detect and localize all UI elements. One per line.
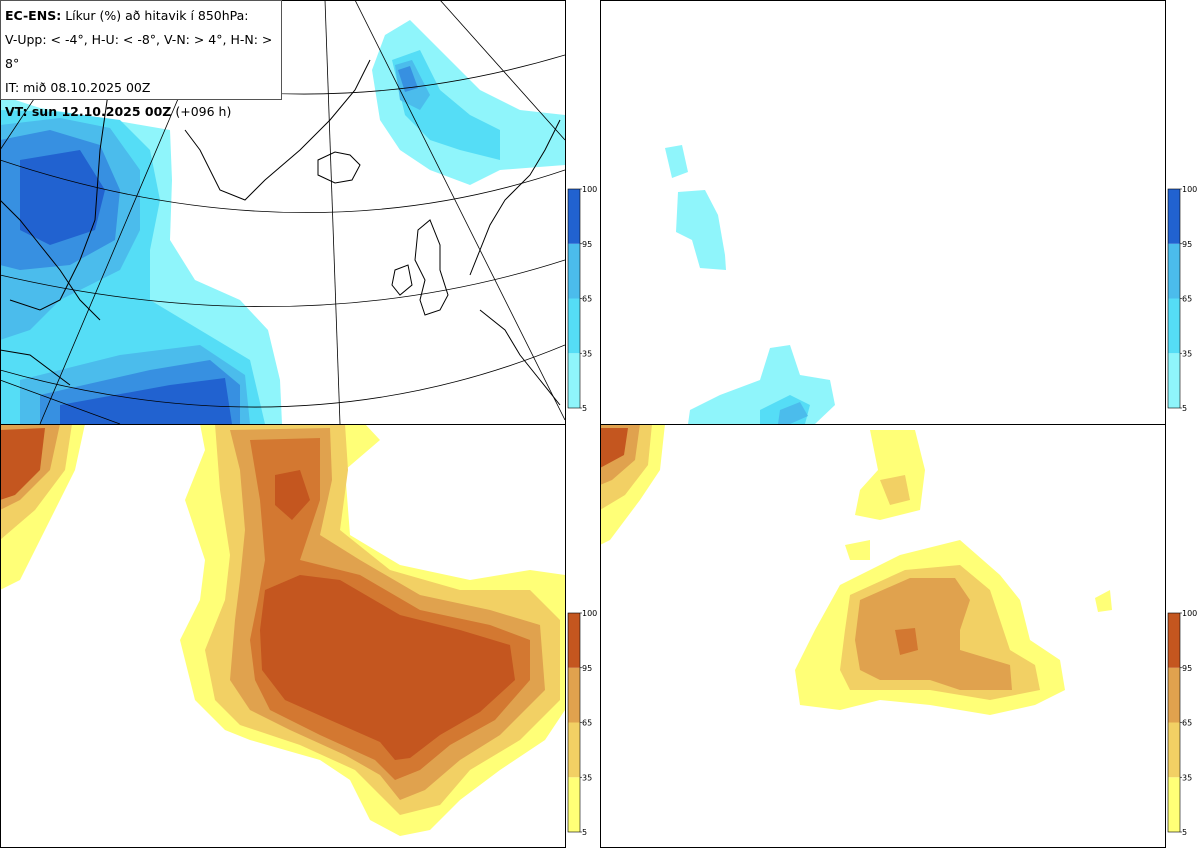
- colorbar-tick-label: 5: [1182, 404, 1187, 413]
- lead-time: (+096 h): [175, 104, 232, 119]
- legend-info-box: EC-ENS: Líkur (%) að hitavik í 850hPa: V…: [0, 0, 282, 119]
- colorbar-tick-label: 100: [1182, 185, 1197, 194]
- init-time-line: IT: mið 08.10.2025 00Z: [5, 80, 151, 95]
- colorbar-band: [1168, 667, 1180, 723]
- colorbar-tick-label: 5: [582, 404, 587, 413]
- colorbar-tick-label: 35: [582, 773, 592, 782]
- title-line: EC-ENS: Líkur (%) að hitavik í 850hPa:: [5, 4, 277, 28]
- colorbar-tick-label: 95: [582, 240, 592, 249]
- colorbar: 100 95 65 35 5: [1167, 609, 1197, 837]
- model-label: EC-ENS:: [5, 8, 62, 23]
- colorbar-band: [568, 777, 580, 832]
- valid-time-line: VT: sun 12.10.2025 00Z (+096 h): [5, 100, 277, 124]
- colorbar-tick-label: 35: [1182, 349, 1192, 358]
- colorbar-tick-label: 100: [582, 609, 597, 618]
- colorbar-band: [568, 353, 580, 408]
- colorbar-band: [568, 613, 580, 668]
- colorbar-tick-label: 100: [1182, 609, 1197, 618]
- colorbar-tick-label: 5: [582, 828, 587, 837]
- colorbar-band: [1168, 243, 1180, 299]
- colorbar-tick-label: 95: [582, 664, 592, 673]
- colorbar-tick-label: 100: [582, 185, 597, 194]
- colorbars: 100 95 65 35 5 100 95 65 35 5 100 95 65 35 5 100 95 65 35 5: [567, 185, 1197, 837]
- colorbar-tick-label: 65: [582, 719, 592, 728]
- colorbar-band: [568, 722, 580, 778]
- colorbar-band: [1168, 353, 1180, 408]
- colorbar: 100 95 65 35 5: [1167, 185, 1197, 413]
- colorbar-band: [1168, 722, 1180, 778]
- colorbar-tick-label: 5: [1182, 828, 1187, 837]
- colorbar-tick-label: 65: [1182, 295, 1192, 304]
- colorbar-band: [1168, 613, 1180, 668]
- colorbar: 100 95 65 35 5: [567, 185, 597, 413]
- colorbar-tick-label: 65: [582, 295, 592, 304]
- title-text: Líkur (%) að hitavik í 850hPa:: [65, 8, 249, 23]
- colorbar-band: [568, 667, 580, 723]
- thresholds-line: V-Upp: < -4°, H-U: < -8°, V-N: > 4°, H-N…: [5, 32, 273, 71]
- panel-h-n: [600, 424, 1165, 848]
- colorbar-tick-label: 65: [1182, 719, 1192, 728]
- colorbar-tick-label: 95: [1182, 664, 1192, 673]
- colorbar-band: [1168, 298, 1180, 354]
- colorbar-band: [1168, 189, 1180, 244]
- colorbar-band: [568, 298, 580, 354]
- colorbar-tick-label: 95: [1182, 240, 1192, 249]
- panel-h-u: [600, 0, 1165, 424]
- colorbar-tick-label: 35: [1182, 773, 1192, 782]
- panel-v-upp: [0, 0, 565, 424]
- colorbar-band: [568, 243, 580, 299]
- colorbar: 100 95 65 35 5: [567, 609, 597, 837]
- colorbar-band: [568, 189, 580, 244]
- colorbar-tick-label: 35: [582, 349, 592, 358]
- valid-time: VT: sun 12.10.2025 00Z: [5, 104, 172, 119]
- prob-field-100: [20, 150, 232, 424]
- panel-v-n: [0, 424, 565, 848]
- colorbar-band: [1168, 777, 1180, 832]
